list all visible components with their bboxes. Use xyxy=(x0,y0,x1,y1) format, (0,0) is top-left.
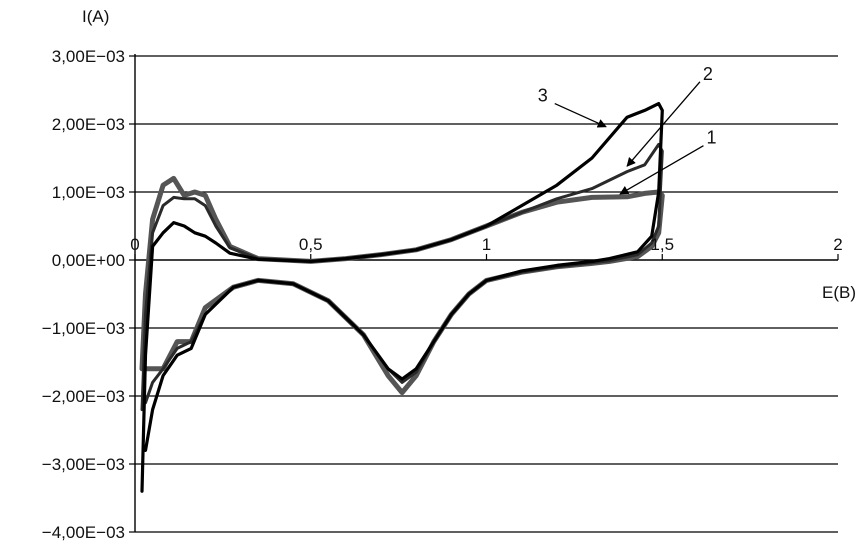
y-tick-label: −1,00E−03 xyxy=(42,319,125,338)
annotation-arrow-1 xyxy=(619,145,704,195)
x-tick-label: 1 xyxy=(482,235,491,254)
annotation-label-1: 1 xyxy=(706,128,716,148)
axes xyxy=(129,54,839,533)
curve-annotations: 1 2 3 xyxy=(538,64,716,195)
series-curves xyxy=(139,102,665,493)
y-tick-label: 1,00E−03 xyxy=(52,183,125,202)
x-tick-label: 0 xyxy=(130,235,139,254)
series-2-curve xyxy=(140,142,664,412)
annotation-arrow-3 xyxy=(554,102,607,128)
annotation-arrow-2 xyxy=(626,81,701,167)
annotation-label-2: 2 xyxy=(703,64,713,84)
x-tick-label: 0,5 xyxy=(299,235,323,254)
x-axis-label: E(B) xyxy=(822,283,856,302)
gridlines xyxy=(135,55,838,533)
y-tick-label: −3,00E−03 xyxy=(42,455,125,474)
y-tick-label: 0,00E+00 xyxy=(52,251,125,270)
y-tick-label: −4,00E−03 xyxy=(42,523,125,542)
y-tick-label: 2,00E−03 xyxy=(52,115,125,134)
tick-labels: 3,00E−03 2,00E−03 1,00E−03 0,00E+00 −1,00E−0… xyxy=(42,47,843,542)
series-1-curve xyxy=(139,175,665,396)
x-tick-label: 2 xyxy=(833,235,842,254)
y-tick-label: −2,00E−03 xyxy=(42,387,125,406)
y-tick-label: 3,00E−03 xyxy=(52,47,125,66)
y-axis-label: I(A) xyxy=(82,7,109,26)
annotation-label-3: 3 xyxy=(538,86,548,106)
series-3-curve xyxy=(140,102,664,493)
x-tick-label: 1,5 xyxy=(650,235,674,254)
